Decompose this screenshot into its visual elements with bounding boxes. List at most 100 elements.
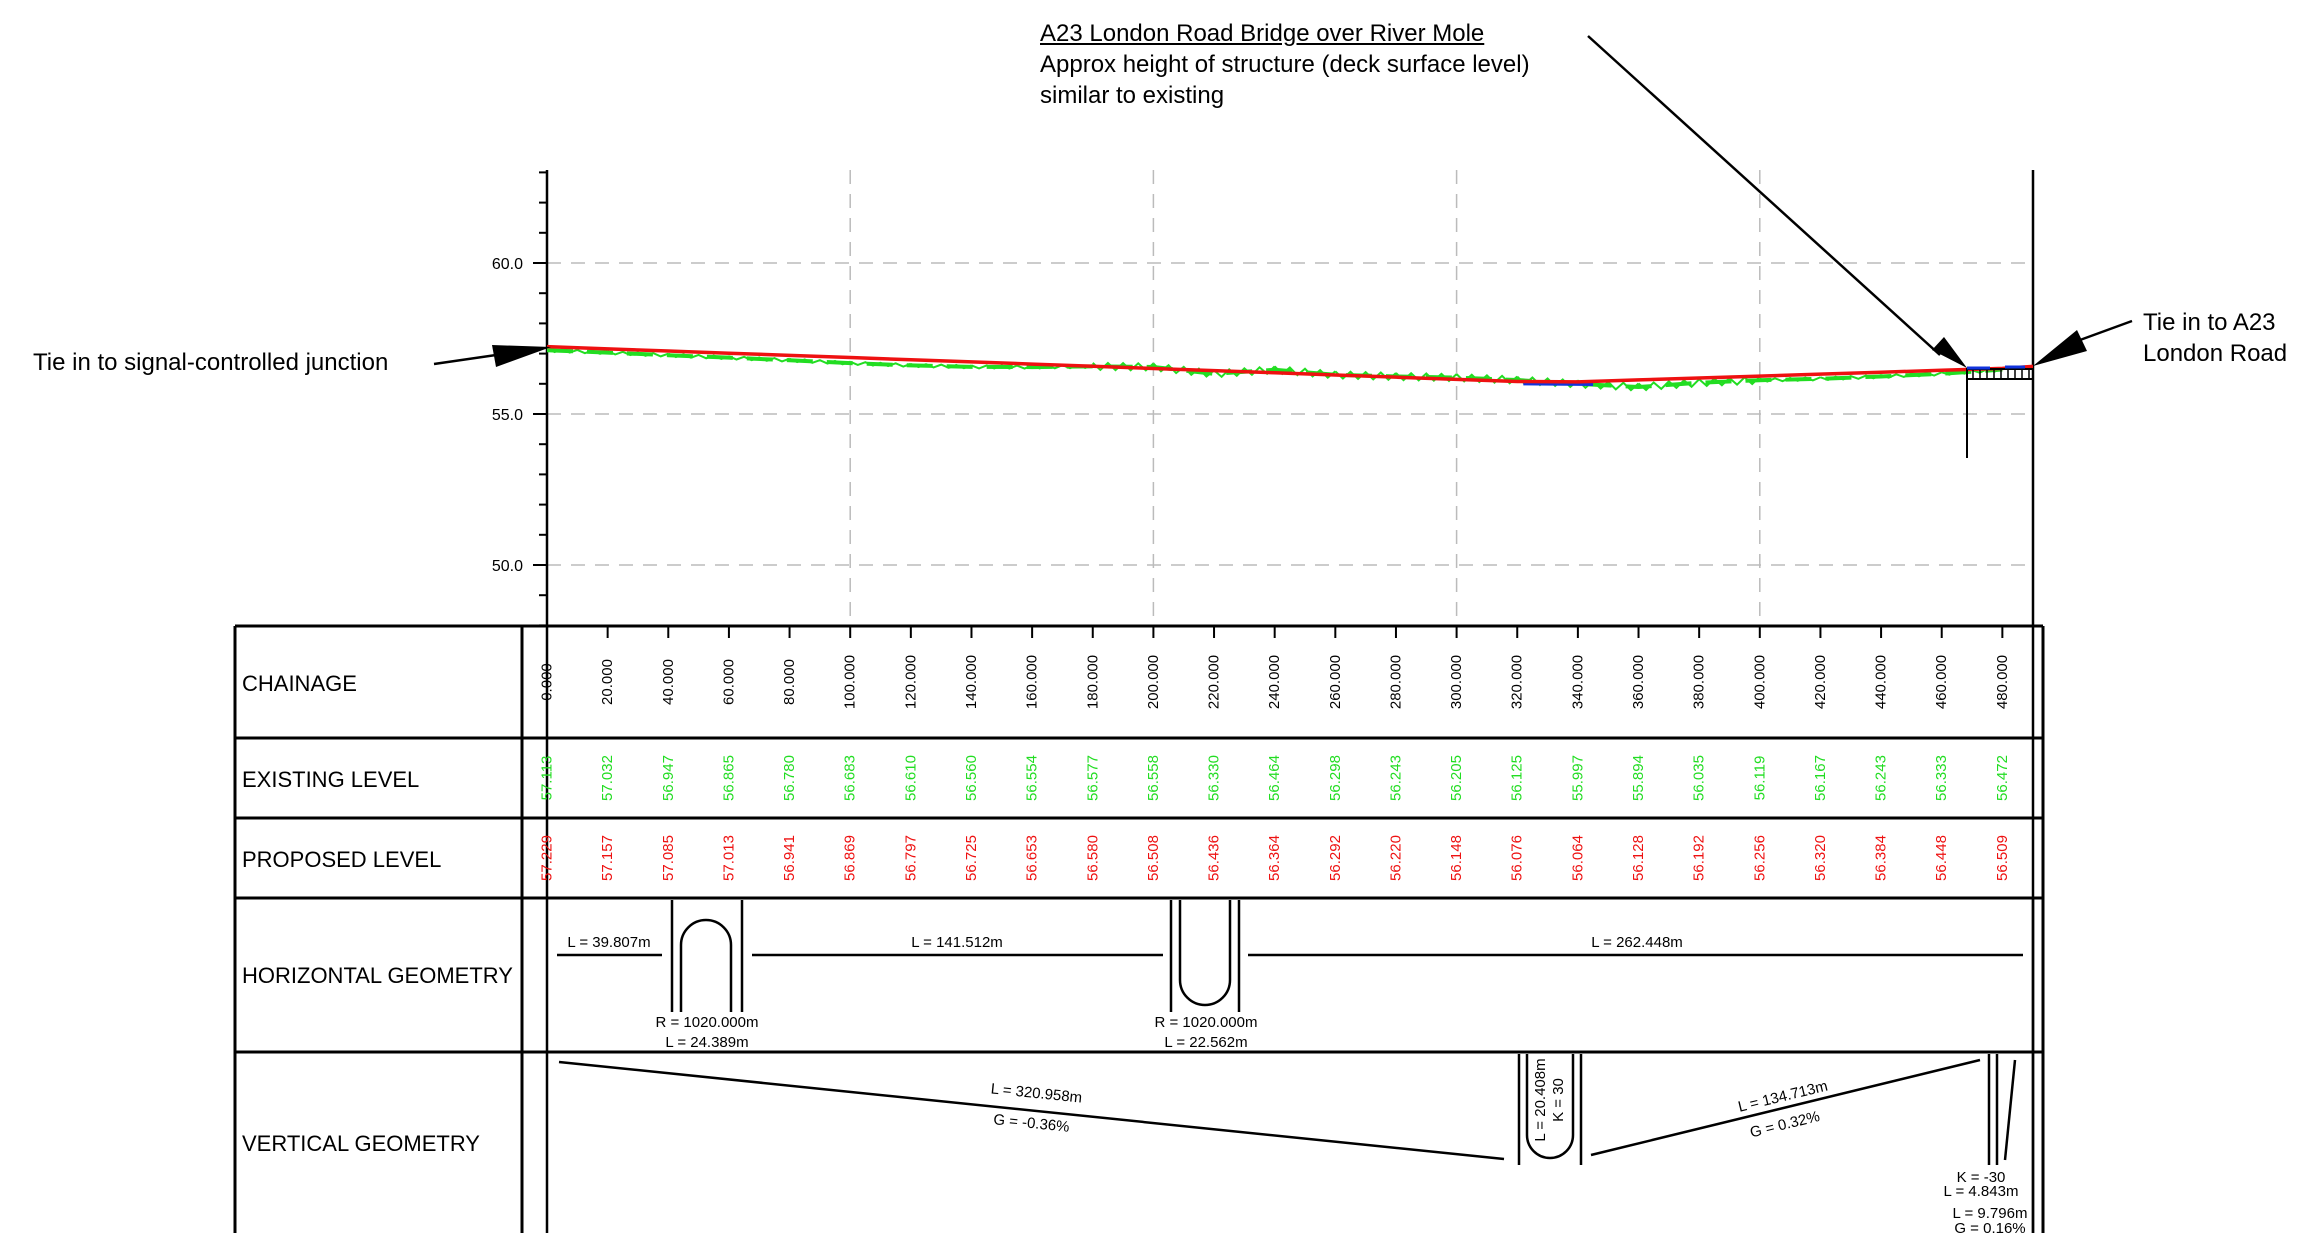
- proposed-level-value: 56.436: [1206, 835, 1223, 881]
- vg-grade-1-length: L = 320.958m: [990, 1080, 1083, 1106]
- proposed-level-value: 57.013: [720, 835, 737, 881]
- hg-straight-3-length: L = 262.448m: [1591, 934, 1683, 951]
- chainage-value: 360.000: [1630, 655, 1647, 709]
- proposed-level-value: 56.256: [1751, 835, 1768, 881]
- existing-level-value: 56.464: [1266, 755, 1283, 801]
- existing-level-value: 56.865: [720, 755, 737, 801]
- vg-grade-2: [1590, 1058, 1981, 1157]
- chainage-value: 460.000: [1933, 655, 1950, 709]
- existing-level-value: 56.035: [1691, 755, 1708, 801]
- hg-straight-2-length: L = 141.512m: [911, 934, 1003, 951]
- vertical-geometry-diagram: [558, 1054, 2017, 1165]
- chainage-value: 400.000: [1751, 655, 1768, 709]
- chainage-value: 320.000: [1509, 655, 1526, 709]
- right-tie-arrowhead: [2033, 330, 2087, 366]
- bridge-annotation: A23 London Road Bridge over River Mole A…: [1040, 18, 1530, 111]
- chainage-value: 220.000: [1206, 655, 1223, 709]
- chainage-values: 0.000 20.000 40.000 60.000 80.000 100.000 120.…: [539, 655, 2011, 709]
- existing-level-value: 56.330: [1206, 755, 1223, 801]
- chainage-value: 160.000: [1024, 655, 1041, 709]
- row-label-existing-level: EXISTING LEVEL: [242, 767, 419, 792]
- proposed-level-value: 56.580: [1084, 835, 1101, 881]
- existing-level-value: 57.032: [599, 755, 616, 801]
- vg-crest-curve-k: K = -30: [1957, 1169, 2006, 1186]
- chainage-value: 140.000: [963, 655, 980, 709]
- proposed-level-value: 56.384: [1873, 835, 1890, 881]
- chainage-value: 300.000: [1448, 655, 1465, 709]
- proposed-level-value: 56.509: [1994, 835, 2011, 881]
- proposed-level-value: 56.653: [1024, 835, 1041, 881]
- chainage-value: 80.000: [781, 659, 798, 705]
- proposed-level-value: 56.148: [1448, 835, 1465, 881]
- proposed-level-value: 56.725: [963, 835, 980, 881]
- chainage-value: 40.000: [660, 659, 677, 705]
- row-label-proposed-level: PROPOSED LEVEL: [242, 847, 441, 872]
- chainage-value: 60.000: [720, 659, 737, 705]
- right-tie-leader-line: [2079, 319, 2133, 342]
- chainage-value: 260.000: [1327, 655, 1344, 709]
- existing-level-value: 56.558: [1145, 755, 1162, 801]
- hg-straight-1-length: L = 39.807m: [567, 934, 650, 951]
- proposed-level-value: 56.320: [1812, 835, 1829, 881]
- y-tick-label: 55.0: [492, 407, 523, 424]
- proposed-level-value: 56.364: [1266, 835, 1283, 881]
- existing-level-value: 56.780: [781, 755, 798, 801]
- proposed-level-value: 56.448: [1933, 835, 1950, 881]
- vg-crest-curve-length: L = 4.843m: [1944, 1183, 2019, 1200]
- proposed-level-value: 56.508: [1145, 835, 1162, 881]
- chainage-value: 0.000: [539, 663, 556, 701]
- existing-level-value: 56.205: [1448, 755, 1465, 801]
- chainage-value: 280.000: [1387, 655, 1404, 709]
- proposed-level-value: 57.229: [539, 835, 556, 881]
- vg-grade-1-gradient: G = -0.36%: [993, 1111, 1071, 1136]
- data-table: [233, 624, 2045, 1233]
- left-tie-annotation: Tie in to signal-controlled junction: [33, 349, 389, 376]
- river-water-line: [1523, 381, 1594, 386]
- y-tick-label: 50.0: [492, 558, 523, 575]
- vg-sag-curve: [1525, 1054, 1575, 1160]
- chainage-value: 380.000: [1691, 655, 1708, 709]
- existing-level-value: 55.997: [1569, 755, 1586, 801]
- chainage-value: 480.000: [1994, 655, 2011, 709]
- hg-curve-1-radius: R = 1020.000m: [656, 1014, 759, 1031]
- chainage-value: 200.000: [1145, 655, 1162, 709]
- chainage-value: 20.000: [599, 659, 616, 705]
- vg-grade-3-length: L = 9.796m: [1953, 1205, 2028, 1222]
- existing-level-line: [547, 348, 2003, 390]
- right-tie-annotation: Tie in to A23 London Road: [2143, 307, 2287, 369]
- hg-curve-2-length: L = 22.562m: [1164, 1034, 1247, 1051]
- proposed-level-value: 56.941: [781, 835, 798, 881]
- existing-level-value: 57.113: [539, 756, 556, 801]
- bridge-annotation-line-2: Approx height of structure (deck surface…: [1040, 51, 1530, 78]
- right-tie-annotation-line-1: Tie in to A23: [2143, 309, 2276, 336]
- existing-level-value: 56.554: [1024, 755, 1041, 801]
- left-tie-arrowhead: [492, 345, 551, 367]
- existing-level-values: 57.113 57.032 56.947 56.865 56.780 56.683 56.6…: [539, 755, 2011, 801]
- proposed-level-value: 56.064: [1569, 835, 1586, 881]
- chainage-value: 340.000: [1569, 655, 1586, 709]
- horizontal-geometry-diagram: [557, 898, 2035, 1233]
- hg-curve-2-radius: R = 1020.000m: [1155, 1014, 1258, 1031]
- existing-level-value: 56.167: [1812, 755, 1829, 801]
- chainage-value: 180.000: [1084, 655, 1101, 709]
- chainage-value: 240.000: [1266, 655, 1283, 709]
- vg-grade-3-gradient: G = 0.16%: [1954, 1220, 2025, 1233]
- proposed-level-value: 57.085: [660, 835, 677, 881]
- hg-curve-1: [679, 918, 733, 1012]
- existing-level-value: 56.333: [1933, 755, 1950, 801]
- row-label-horizontal-geometry: HORIZONTAL GEOMETRY: [242, 963, 513, 988]
- row-label-vertical-geometry: VERTICAL GEOMETRY: [242, 1131, 480, 1156]
- proposed-level-value: 56.797: [902, 835, 919, 881]
- bridge-leader-arrowhead: [1932, 337, 1967, 368]
- bridge-structure: [1966, 365, 2033, 458]
- chainage-ticks: [546, 626, 2004, 638]
- chainage-value: 100.000: [842, 655, 859, 709]
- hg-curve-1-length: L = 24.389m: [665, 1034, 748, 1051]
- proposed-level-value: 56.292: [1327, 835, 1344, 881]
- y-tick-label: 60.0: [492, 256, 523, 273]
- proposed-level-value: 56.220: [1387, 835, 1404, 881]
- existing-level-value: 56.577: [1084, 755, 1101, 801]
- y-axis-ticks: [533, 171, 547, 627]
- existing-level-value: 56.947: [660, 755, 677, 801]
